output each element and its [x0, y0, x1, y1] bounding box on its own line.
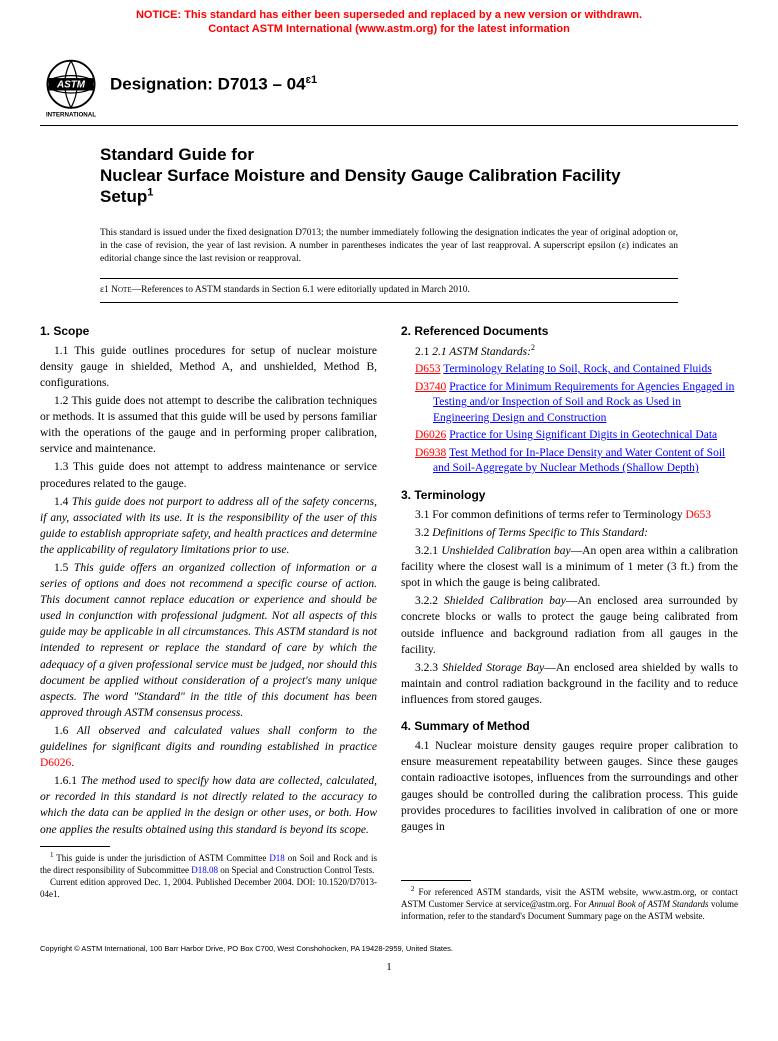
designation-text: Designation: D7013 – 04: [110, 74, 306, 93]
fn2-ital: Annual Book of ASTM Standards: [589, 899, 709, 909]
footnotes: 1 This guide is under the jurisdiction o…: [0, 846, 778, 922]
left-column: 1. Scope 1.1 This guide outlines procedu…: [40, 319, 377, 840]
ref-item-4: D6938 Test Method for In-Place Density a…: [401, 446, 738, 477]
fn-spacer: [401, 846, 738, 880]
fn1-c: on Special and Construction Control Test…: [218, 865, 374, 875]
para-3-2-text: Definitions of Terms Specific to This St…: [432, 527, 648, 539]
copyright: Copyright © ASTM International, 100 Barr…: [0, 922, 778, 958]
title-line1: Standard Guide for: [100, 144, 678, 165]
ref-code-d6938[interactable]: D6938: [415, 447, 446, 459]
section-1-head: 1. Scope: [40, 323, 377, 339]
issuance-note: This standard is issued under the fixed …: [0, 217, 778, 271]
para-1-3: 1.3 This guide does not attempt to addre…: [40, 459, 377, 491]
para-1-6-text-b: .: [71, 757, 74, 769]
para-3-2-2-num: 3.2.2: [415, 595, 444, 607]
term-shielded-storage: Shielded Storage Bay: [442, 662, 544, 674]
para-1-6-num: 1.6: [54, 725, 77, 737]
para-3-2-3-num: 3.2.3: [415, 662, 442, 674]
para-1-2: 1.2 This guide does not attempt to descr…: [40, 393, 377, 457]
fn-rule-2: [401, 880, 471, 881]
header-divider: [40, 125, 738, 126]
fn1-a: This guide is under the jurisdiction of …: [54, 853, 270, 863]
section-4-head: 4. Summary of Method: [401, 718, 738, 734]
para-1-5-num: 1.5: [54, 562, 74, 574]
ref-code-d653[interactable]: D653: [415, 363, 441, 375]
para-1-4-text: This guide does not purport to address a…: [40, 496, 377, 556]
para-3-2-1: 3.2.1 Unshielded Calibration bay—An open…: [401, 543, 738, 591]
ref-title-d653[interactable]: Terminology Relating to Soil, Rock, and …: [443, 363, 711, 375]
para-1-6: 1.6 All observed and calculated values s…: [40, 723, 377, 771]
para-3-1-text: 3.1 For common definitions of terms refe…: [415, 509, 685, 521]
ref-title-d3740[interactable]: Practice for Minimum Requirements for Ag…: [433, 381, 734, 424]
ref-title-d6938[interactable]: Test Method for In-Place Density and Wat…: [433, 447, 725, 475]
supersession-notice: NOTICE: This standard has either been su…: [0, 0, 778, 41]
title-main: Nuclear Surface Moisture and Density Gau…: [100, 166, 621, 206]
para-1-5-text: This guide offers an organized collectio…: [40, 562, 377, 719]
title-line2: Nuclear Surface Moisture and Density Gau…: [100, 165, 678, 208]
para-3-2-num: 3.2: [415, 527, 432, 539]
epsilon-note: ɛ1 Note—References to ASTM standards in …: [100, 279, 678, 302]
ref-sub-text: 2.1 ASTM Standards:: [432, 346, 531, 358]
fn-1: 1 This guide is under the jurisdiction o…: [40, 851, 377, 876]
document-header: ASTM INTERNATIONAL Designation: D7013 – …: [0, 41, 778, 125]
section-3-head: 3. Terminology: [401, 487, 738, 503]
ref-code-d6026[interactable]: D6026: [415, 429, 446, 441]
para-3-2: 3.2 Definitions of Terms Specific to Thi…: [401, 525, 738, 541]
right-column: 2. Referenced Documents 2.1 2.1 ASTM Sta…: [401, 319, 738, 840]
body-columns: 1. Scope 1.1 This guide outlines procedu…: [0, 303, 778, 846]
fn-1b: Current edition approved Dec. 1, 2004. P…: [40, 876, 377, 900]
para-3-2-2: 3.2.2 Shielded Calibration bay—An enclos…: [401, 593, 738, 657]
page-number: 1: [0, 958, 778, 985]
ref-title-d6026[interactable]: Practice for Using Significant Digits in…: [449, 429, 717, 441]
ref-sup: 2: [531, 343, 535, 352]
designation: Designation: D7013 – 04ɛ1: [110, 73, 317, 97]
para-3-2-1-num: 3.2.1: [415, 545, 441, 557]
term-shielded-cal: Shielded Calibration bay: [444, 595, 566, 607]
para-1-6-1-text: The method used to specify how data are …: [40, 775, 377, 835]
notice-line2: Contact ASTM International (www.astm.org…: [208, 23, 570, 35]
svg-text:ASTM: ASTM: [56, 79, 86, 90]
ref-item-3: D6026 Practice for Using Significant Dig…: [401, 428, 738, 444]
eps-label: Note: [109, 285, 132, 295]
svg-text:INTERNATIONAL: INTERNATIONAL: [46, 111, 96, 118]
para-4-1: 4.1 Nuclear moisture density gauges requ…: [401, 738, 738, 835]
para-1-4: 1.4 This guide does not purport to addre…: [40, 494, 377, 558]
para-1-4-num: 1.4: [54, 496, 72, 508]
eps-prefix: ɛ1: [100, 285, 109, 295]
para-3-2-3: 3.2.3 Shielded Storage Bay—An enclosed a…: [401, 660, 738, 708]
fn-col-right: 2 For referenced ASTM standards, visit t…: [401, 846, 738, 922]
para-1-1: 1.1 This guide outlines procedures for s…: [40, 343, 377, 391]
term-unshielded: Unshielded Calibration bay: [441, 545, 570, 557]
para-3-1: 3.1 For common definitions of terms refe…: [401, 507, 738, 523]
ref-sub-2-1: 2.1 2.1 ASTM Standards:2: [401, 343, 738, 360]
para-1-6-text-a: All observed and calculated values shall…: [40, 725, 377, 753]
ref-item-1: D653 Terminology Relating to Soil, Rock,…: [401, 362, 738, 378]
fn-rule-1: [40, 846, 110, 847]
title-block: Standard Guide for Nuclear Surface Moist…: [0, 144, 778, 218]
link-d1808[interactable]: D18.08: [191, 865, 218, 875]
link-d653[interactable]: D653: [685, 509, 711, 521]
section-2-head: 2. Referenced Documents: [401, 323, 738, 339]
ref-code-d3740[interactable]: D3740: [415, 381, 446, 393]
title-sup: 1: [147, 186, 153, 198]
fn-2: 2 For referenced ASTM standards, visit t…: [401, 885, 738, 922]
para-1-6-1-num: 1.6.1: [54, 775, 81, 787]
eps-text: —References to ASTM standards in Section…: [132, 285, 470, 295]
notice-line1: NOTICE: This standard has either been su…: [136, 9, 642, 21]
link-d6026[interactable]: D6026: [40, 757, 71, 769]
para-1-5: 1.5 This guide offers an organized colle…: [40, 560, 377, 721]
para-1-6-1: 1.6.1 The method used to specify how dat…: [40, 773, 377, 837]
astm-logo: ASTM INTERNATIONAL: [40, 57, 102, 119]
epsilon-note-block: ɛ1 Note—References to ASTM standards in …: [100, 278, 678, 303]
link-d18[interactable]: D18: [269, 853, 285, 863]
designation-epsilon: ɛ1: [306, 74, 318, 86]
fn-col-left: 1 This guide is under the jurisdiction o…: [40, 846, 377, 922]
ref-item-2: D3740 Practice for Minimum Requirements …: [401, 380, 738, 427]
